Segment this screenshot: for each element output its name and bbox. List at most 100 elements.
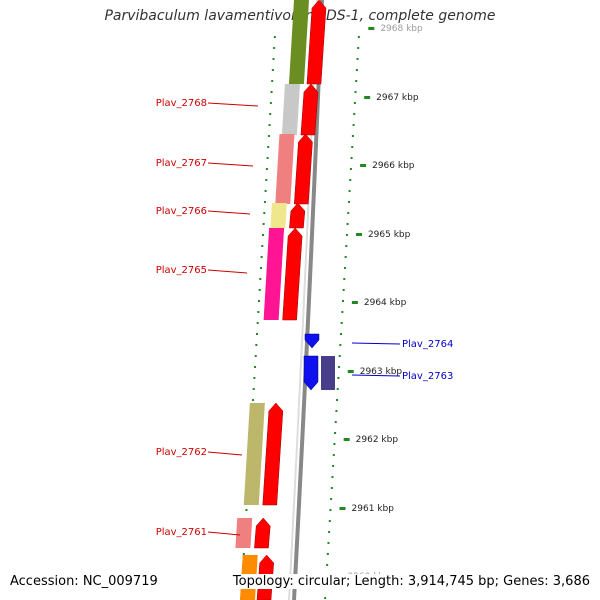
scale-label: 2967 kbp (376, 93, 419, 103)
gene-arrow-plav_2764[interactable] (304, 333, 320, 349)
ruler-dot (245, 509, 248, 511)
scale-label: 2968 kbp (380, 24, 423, 34)
gene-label-plav_2763[interactable]: Plav_2763 (402, 371, 453, 382)
ruler-dot (331, 476, 334, 478)
ruler-dot (260, 256, 263, 258)
leader-line (351, 342, 401, 345)
gene-feature-plav_2763[interactable] (321, 356, 335, 390)
ruler-dot (267, 146, 270, 148)
ruler-dot (357, 47, 360, 49)
ruler-dot (340, 322, 343, 324)
gene-feature-plav_2762[interactable] (243, 403, 265, 505)
gene-arrow-plav_2761[interactable] (254, 517, 271, 549)
gene-feature-plav_2761[interactable] (235, 518, 253, 548)
ruler-dot (347, 201, 350, 203)
ruler-dot (349, 168, 352, 170)
gene-label-plav_2765[interactable]: Plav_2765 (156, 265, 207, 276)
ruler-dot (329, 509, 332, 511)
ruler-dot (256, 322, 259, 324)
gene-arrow-plav_2765[interactable] (282, 227, 303, 321)
ruler-dot (259, 278, 262, 280)
ruler-dot (338, 355, 341, 357)
ruler-dot (353, 113, 356, 115)
ruler-dot (342, 289, 345, 291)
gene-label-plav_2764[interactable]: Plav_2764 (402, 339, 453, 350)
gene-arrow-unlabeled[interactable] (306, 0, 327, 85)
scale-tick (368, 27, 375, 30)
ruler-dot (344, 256, 347, 258)
ruler-dot (336, 388, 339, 390)
gene-feature-plav_2767[interactable] (275, 134, 295, 204)
gene-arrow-plav_2763[interactable] (303, 355, 319, 391)
ruler-dot (347, 212, 350, 214)
ruler-dot (324, 597, 327, 599)
ruler-dot (346, 223, 349, 225)
gene-arrow-plav_2766[interactable] (289, 202, 306, 229)
scale-tick (339, 507, 346, 510)
gene-arrow-plav_2762[interactable] (262, 402, 284, 506)
gene-labels[interactable]: Plav_2768 Plav_2767 Plav_2766 Plav_2765 Plav… (156, 98, 454, 538)
gene-feature-plav_2765[interactable] (263, 228, 285, 320)
ruler-dot (326, 553, 329, 555)
ruler-dot (351, 135, 354, 137)
ruler-dot (357, 36, 360, 38)
scale-label: 2963 kbp (360, 367, 403, 377)
ruler-dot (345, 234, 348, 236)
ruler-dot (269, 113, 272, 115)
gene-arrow-plav_2767[interactable] (293, 133, 313, 205)
ruler-dot (354, 91, 357, 93)
gene-label-plav_2768[interactable]: Plav_2768 (156, 98, 207, 109)
ruler-dot (342, 300, 344, 302)
ruler-dot (273, 47, 276, 49)
ruler-dot (255, 344, 258, 346)
ruler-dot (257, 311, 260, 313)
gene-arrow-plav_2768[interactable] (300, 83, 319, 136)
ruler-dot (326, 564, 329, 566)
ruler-dot (271, 80, 274, 82)
ruler-dot (265, 168, 268, 170)
ruler-dot (272, 58, 275, 60)
leader-line (207, 531, 241, 536)
ruler-dot (341, 311, 344, 313)
gene-feature-plav_2768[interactable] (281, 84, 300, 135)
scale-tick (360, 164, 367, 167)
scale-tick (351, 301, 358, 304)
ruler-dot (263, 212, 266, 214)
ruler-dot (335, 410, 338, 412)
gene-label-plav_2767[interactable]: Plav_2767 (156, 158, 207, 169)
ruler-dot (334, 432, 337, 434)
ruler-dot (356, 58, 359, 60)
ruler-dot (336, 399, 339, 401)
ruler-dot (339, 344, 342, 346)
ruler-dot (267, 135, 270, 137)
ruler-dot (259, 267, 262, 269)
ruler-dot (242, 553, 245, 555)
leader-line (207, 162, 254, 167)
gene-label-plav_2762[interactable]: Plav_2762 (156, 447, 207, 458)
gene-feature-unlabeled[interactable] (288, 0, 309, 84)
ruler-dot (334, 421, 337, 423)
genome-stats-text: Topology: circular; Length: 3,914,745 bp… (230, 574, 590, 589)
ruler-dot (273, 36, 276, 38)
scale-label: 2966 kbp (372, 161, 415, 171)
scale-tick (364, 96, 371, 99)
ruler-dot (330, 487, 333, 489)
ruler-dot (271, 69, 274, 71)
ruler-dot (338, 366, 341, 368)
ruler-dot (252, 388, 255, 390)
ruler-dot (332, 454, 335, 456)
ruler-dot (264, 190, 267, 192)
ruler-dot (355, 80, 358, 82)
scale-tick (355, 233, 362, 236)
ruler-dot (263, 201, 266, 203)
gene-feature-plav_2766[interactable] (270, 203, 287, 228)
ruler-dot (349, 179, 352, 181)
leader-line (207, 210, 251, 215)
ruler-dot (345, 245, 348, 247)
ruler-dot (343, 278, 346, 280)
leader-line (207, 102, 259, 107)
gene-label-plav_2761[interactable]: Plav_2761 (156, 527, 207, 538)
ruler-dot (261, 245, 264, 247)
gene-label-plav_2766[interactable]: Plav_2766 (156, 206, 207, 217)
